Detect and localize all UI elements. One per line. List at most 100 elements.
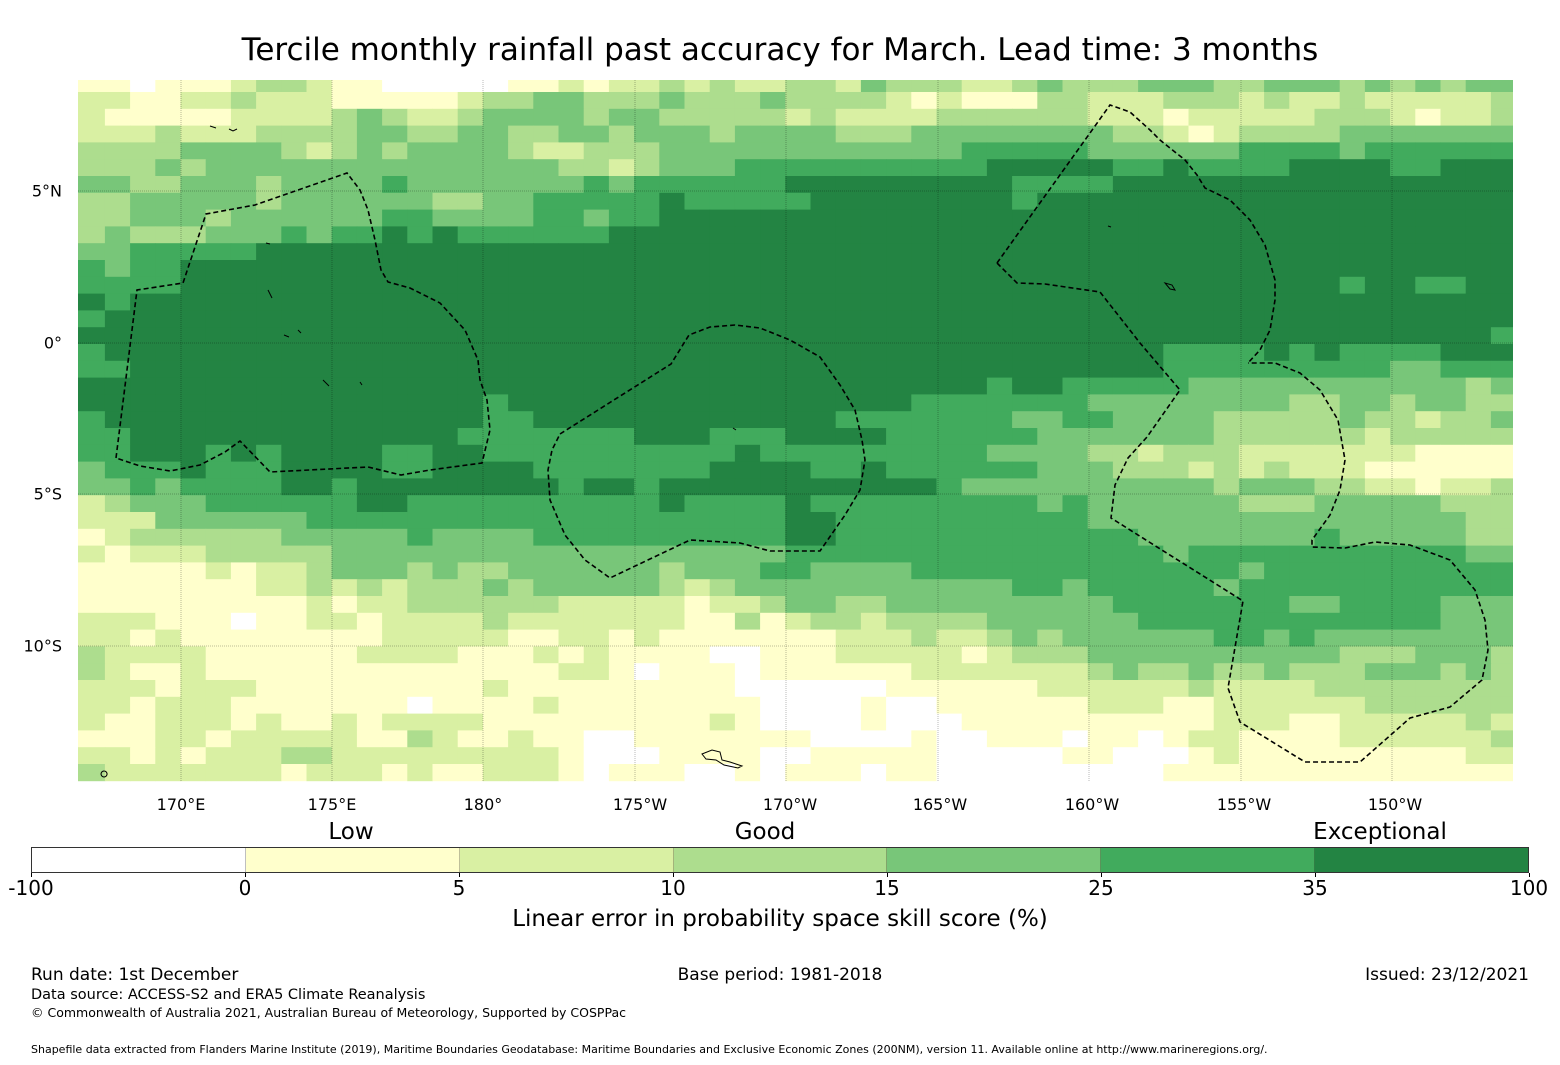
heatmap-cell <box>1238 596 1265 614</box>
heatmap-cell <box>1213 696 1240 714</box>
heatmap-cell <box>1037 612 1063 630</box>
heatmap-cell <box>1238 360 1265 378</box>
colorbar-tick-label: 5 <box>452 876 466 900</box>
heatmap-cell <box>1037 562 1063 580</box>
heatmap-cell <box>1390 125 1416 143</box>
heatmap-cell <box>785 243 811 261</box>
heatmap-cell <box>1314 545 1341 563</box>
heatmap-cell <box>1465 226 1492 244</box>
heatmap-cell <box>709 92 736 110</box>
heatmap-cell <box>256 260 282 278</box>
heatmap-cell <box>835 243 862 261</box>
heatmap-cell <box>180 276 207 294</box>
heatmap-cell <box>684 159 711 177</box>
heatmap-cell <box>155 713 181 731</box>
heatmap-cell <box>1415 176 1441 194</box>
heatmap-cell <box>886 680 912 698</box>
heatmap-cell <box>785 428 811 446</box>
heatmap-cell <box>986 696 1013 714</box>
heatmap-cell <box>709 596 736 614</box>
heatmap-cell <box>886 377 912 395</box>
heatmap-cell <box>760 159 786 177</box>
heatmap-cell <box>130 696 156 714</box>
heatmap-cell <box>961 512 988 530</box>
copyright: © Commonwealth of Australia 2021, Austra… <box>31 1005 626 1020</box>
heatmap-cell <box>1012 696 1038 714</box>
heatmap-cell <box>256 528 282 546</box>
heatmap-cell <box>331 713 358 731</box>
heatmap-cell <box>1138 612 1164 630</box>
heatmap-cell <box>205 646 232 664</box>
heatmap-cell <box>1062 276 1089 294</box>
heatmap-cell <box>583 444 610 462</box>
heatmap-cell <box>1314 108 1341 126</box>
heatmap-cell <box>306 360 333 378</box>
heatmap-cell <box>331 176 358 194</box>
heatmap-cell <box>432 596 459 614</box>
heatmap-cell <box>709 495 736 513</box>
heatmap-cell <box>659 629 685 647</box>
heatmap-cell <box>1314 579 1341 597</box>
heatmap-cell <box>860 680 887 698</box>
heatmap-cell <box>130 495 156 513</box>
heatmap-cell <box>482 80 509 93</box>
heatmap-cell <box>1415 411 1441 429</box>
heatmap-cell <box>205 92 232 110</box>
heatmap-cell <box>482 411 509 429</box>
heatmap-cell <box>155 562 181 580</box>
heatmap-cell <box>331 612 358 630</box>
heatmap-cell <box>886 444 912 462</box>
heatmap-cell <box>1238 209 1265 227</box>
heatmap-cell <box>886 596 912 614</box>
heatmap-cell <box>734 159 761 177</box>
heatmap-cell <box>130 528 156 546</box>
heatmap-cell <box>205 276 232 294</box>
heatmap-cell <box>936 327 963 345</box>
heatmap-cell <box>230 276 257 294</box>
heatmap-cell <box>583 579 610 597</box>
heatmap-cell <box>407 579 433 597</box>
heatmap-cell <box>1188 512 1215 530</box>
heatmap-cell <box>382 411 408 429</box>
heatmap-cell <box>1415 428 1441 446</box>
heatmap-cell <box>407 444 433 462</box>
heatmap-cell <box>886 612 912 630</box>
heatmap-cell <box>835 680 862 698</box>
heatmap-cell <box>835 629 862 647</box>
heatmap-cell <box>1415 612 1441 630</box>
heatmap-cell <box>860 579 887 597</box>
heatmap-cell <box>1390 142 1416 160</box>
heatmap-cell <box>860 176 887 194</box>
heatmap-cell <box>1415 394 1441 412</box>
heatmap-cell <box>1314 360 1341 378</box>
heatmap-cell <box>835 394 862 412</box>
heatmap-cell <box>1163 327 1189 345</box>
heatmap-cell <box>256 444 282 462</box>
heatmap-cell <box>78 764 106 782</box>
heatmap-cell <box>734 512 761 530</box>
heatmap-cell <box>1213 562 1240 580</box>
heatmap-cell <box>936 646 963 664</box>
heatmap-cell <box>1037 545 1063 563</box>
heatmap-cell <box>1112 512 1139 530</box>
heatmap-cell <box>1188 276 1215 294</box>
lon-tick-label: 175°W <box>612 795 668 814</box>
heatmap-cell <box>407 512 433 530</box>
heatmap-cell <box>986 444 1013 462</box>
heatmap-cell <box>482 125 509 143</box>
heatmap-cell <box>1012 327 1038 345</box>
heatmap-cell <box>407 327 433 345</box>
heatmap-cell <box>1037 327 1063 345</box>
heatmap-cell <box>1314 444 1341 462</box>
heatmap-cell <box>810 108 837 126</box>
heatmap-cell <box>961 243 988 261</box>
heatmap-cell <box>1238 108 1265 126</box>
heatmap-cell <box>986 478 1013 496</box>
heatmap-cell <box>1390 226 1416 244</box>
heatmap-cell <box>482 243 509 261</box>
heatmap-cell <box>256 478 282 496</box>
heatmap-cell <box>281 545 307 563</box>
heatmap-cell <box>1213 444 1240 462</box>
heatmap-cell <box>911 579 937 597</box>
heatmap-cell <box>1364 226 1391 244</box>
